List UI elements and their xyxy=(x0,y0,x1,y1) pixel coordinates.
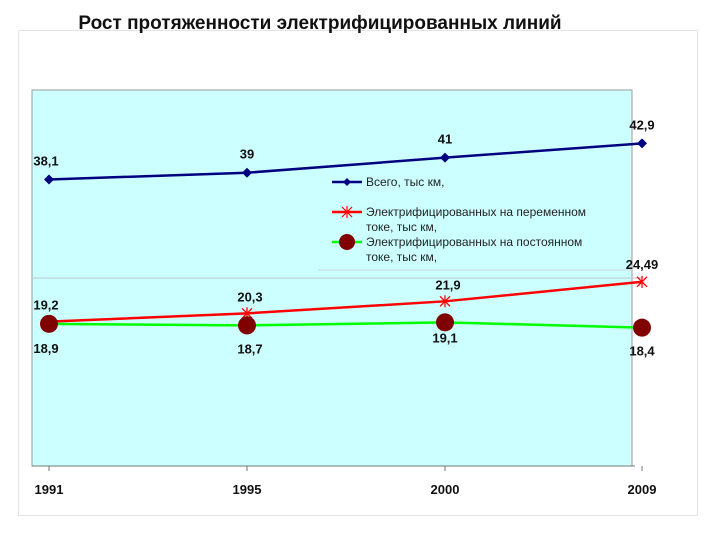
series-layer: 38,1 39 41 42,9 19,2 20,3 21,9 24,49 18,9 18,7 19,… xyxy=(33,117,658,358)
data-point xyxy=(439,295,451,308)
data-point xyxy=(44,174,54,185)
data-label: 18,7 xyxy=(237,341,262,356)
data-point xyxy=(238,316,256,335)
data-label: 18,9 xyxy=(33,341,58,356)
legend-entry-2: Электрифицированных на переменном токе, т… xyxy=(332,205,586,234)
series-line xyxy=(48,142,643,181)
x-axis: 1991 1995 2000 2009 xyxy=(32,465,657,497)
legend-label: Всего, тыс км, xyxy=(366,175,444,189)
chart-title: Рост протяженности электрифицированных л… xyxy=(78,13,562,34)
series-line xyxy=(48,280,643,323)
legend: Всего, тыс км, Электрифицированных на пер… xyxy=(318,175,632,271)
legend-marker xyxy=(339,234,355,250)
data-label: 41 xyxy=(438,132,452,147)
series-3: 18,9 18,7 19,1 18,4 xyxy=(33,313,655,359)
data-label: 19,2 xyxy=(33,298,58,313)
data-point xyxy=(440,152,450,163)
data-label: 38,1 xyxy=(33,153,58,168)
data-point xyxy=(436,313,454,332)
legend-entry-3: Электрифицированных на постоянном токе, т… xyxy=(332,234,582,264)
x-tick-label: 1991 xyxy=(35,482,64,497)
data-label: 39 xyxy=(240,147,254,162)
x-tick-label: 2009 xyxy=(628,482,657,497)
data-label: 18,4 xyxy=(629,344,655,359)
data-label: 20,3 xyxy=(237,289,262,304)
legend-label: Электрифицированных на переменном токе, т… xyxy=(366,205,586,234)
data-label: 19,1 xyxy=(432,330,457,345)
x-tick-label: 2000 xyxy=(431,482,460,497)
legend-label: Электрифицированных на постоянном токе, т… xyxy=(366,235,582,264)
data-point xyxy=(633,318,651,337)
legend-entry-1: Всего, тыс км, xyxy=(332,175,444,189)
legend-marker xyxy=(343,178,351,186)
data-label: 21,9 xyxy=(435,277,460,292)
data-point xyxy=(636,275,648,288)
series-line xyxy=(48,321,643,329)
series-2: 19,2 20,3 21,9 24,49 xyxy=(33,257,658,328)
data-point xyxy=(242,167,252,178)
data-point xyxy=(40,314,58,333)
data-label: 24,49 xyxy=(626,257,659,272)
series-1: 38,1 39 41 42,9 xyxy=(33,117,655,185)
x-tick-label: 1995 xyxy=(233,482,262,497)
data-point xyxy=(637,138,647,149)
legend-marker xyxy=(341,206,353,218)
data-label: 42,9 xyxy=(629,117,654,132)
